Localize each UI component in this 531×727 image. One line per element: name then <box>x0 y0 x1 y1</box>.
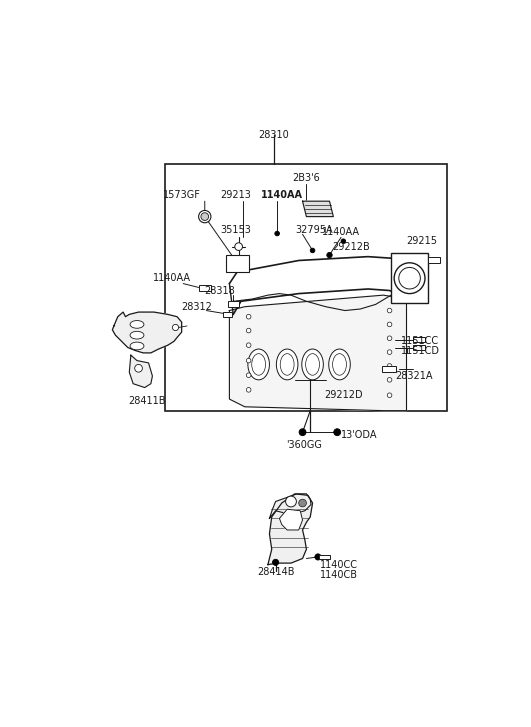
Bar <box>413 345 425 350</box>
Text: 28312: 28312 <box>181 302 212 312</box>
Ellipse shape <box>332 353 346 375</box>
Text: 13'ODA: 13'ODA <box>340 430 377 441</box>
Circle shape <box>275 231 279 236</box>
Ellipse shape <box>130 332 144 339</box>
Text: 1151CD: 1151CD <box>401 346 440 356</box>
Text: '360GG: '360GG <box>286 441 322 450</box>
Text: 28411B: 28411B <box>129 396 166 406</box>
Circle shape <box>399 268 421 289</box>
Circle shape <box>246 329 251 333</box>
Bar <box>391 253 428 303</box>
Ellipse shape <box>248 349 269 379</box>
Polygon shape <box>269 494 311 518</box>
Circle shape <box>334 429 341 435</box>
Polygon shape <box>268 494 313 565</box>
Text: 28321A: 28321A <box>396 371 433 381</box>
Circle shape <box>387 336 392 340</box>
Circle shape <box>199 210 211 222</box>
Circle shape <box>387 364 392 369</box>
Circle shape <box>235 243 243 251</box>
Bar <box>319 555 330 559</box>
Circle shape <box>246 373 251 377</box>
Polygon shape <box>279 509 303 530</box>
Circle shape <box>286 496 296 507</box>
Circle shape <box>327 252 332 258</box>
Circle shape <box>299 499 306 507</box>
Circle shape <box>387 350 392 355</box>
Circle shape <box>315 554 321 560</box>
Circle shape <box>387 377 392 382</box>
Circle shape <box>341 239 346 244</box>
Bar <box>428 257 440 262</box>
Bar <box>382 366 396 372</box>
Polygon shape <box>303 201 333 217</box>
Text: 2B3'6: 2B3'6 <box>293 173 320 183</box>
Bar <box>166 164 447 411</box>
Bar <box>226 255 249 272</box>
Polygon shape <box>229 295 407 411</box>
Circle shape <box>246 387 251 392</box>
Text: 1151CC: 1151CC <box>401 337 440 346</box>
Bar <box>228 301 238 308</box>
Ellipse shape <box>302 349 323 379</box>
Bar <box>199 285 211 292</box>
Ellipse shape <box>306 353 320 375</box>
Circle shape <box>310 248 315 253</box>
Text: 29212B: 29212B <box>332 242 370 252</box>
Ellipse shape <box>329 349 350 379</box>
Text: 1140AA: 1140AA <box>322 227 360 237</box>
Text: 29215: 29215 <box>406 236 438 246</box>
Text: 28318: 28318 <box>204 286 235 295</box>
Circle shape <box>201 213 209 220</box>
Text: 1140CB: 1140CB <box>320 570 358 579</box>
Text: 1573GF: 1573GF <box>162 190 201 200</box>
Circle shape <box>173 324 178 331</box>
Text: 29212D: 29212D <box>324 390 363 401</box>
Ellipse shape <box>276 349 298 379</box>
Polygon shape <box>113 312 182 353</box>
Ellipse shape <box>130 342 144 350</box>
Text: 29213: 29213 <box>220 190 251 200</box>
Circle shape <box>299 429 306 435</box>
Ellipse shape <box>130 321 144 329</box>
Text: 1140AA: 1140AA <box>261 190 303 200</box>
Text: 1140AA: 1140AA <box>152 273 191 284</box>
Circle shape <box>387 308 392 313</box>
Text: 28310: 28310 <box>259 130 289 140</box>
Circle shape <box>246 314 251 319</box>
Circle shape <box>387 393 392 398</box>
Ellipse shape <box>280 353 294 375</box>
Polygon shape <box>130 356 152 387</box>
Circle shape <box>387 322 392 326</box>
Circle shape <box>272 559 279 566</box>
Ellipse shape <box>252 353 266 375</box>
Text: 28414B: 28414B <box>257 567 294 577</box>
Circle shape <box>394 262 425 294</box>
Text: 32795A: 32795A <box>295 225 333 235</box>
Bar <box>413 337 425 342</box>
Text: 1140CC: 1140CC <box>320 560 358 570</box>
Circle shape <box>135 364 142 372</box>
Circle shape <box>246 343 251 348</box>
Bar <box>223 312 233 317</box>
Circle shape <box>246 358 251 363</box>
Text: 35153: 35153 <box>220 225 251 235</box>
